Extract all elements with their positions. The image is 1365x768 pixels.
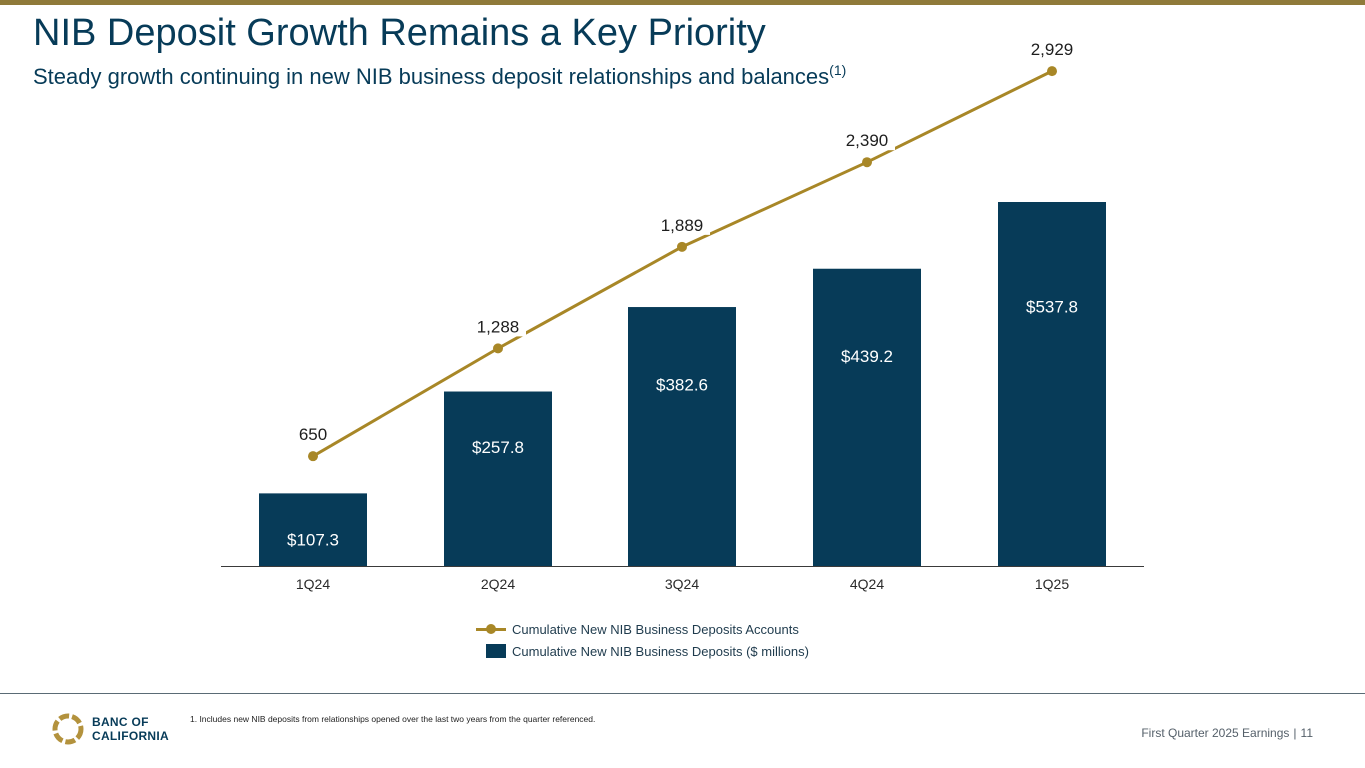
x-tick-label: 3Q24 [665, 576, 699, 592]
subtitle-text: Steady growth continuing in new NIB busi… [33, 64, 830, 89]
line-label-bg [654, 215, 710, 235]
legend-item-accounts: Cumulative New NIB Business Deposits Acc… [476, 618, 809, 640]
bar-value-label: $107.3 [287, 531, 339, 550]
line-point-1Q24 [308, 451, 318, 462]
logo-line-1: BANC OF [92, 715, 149, 729]
line-label-bg [295, 425, 331, 445]
x-tick-label: 1Q24 [296, 576, 330, 592]
footer-separator: | [1293, 726, 1297, 740]
line-point-3Q24 [677, 241, 687, 252]
page-number: 11 [1300, 726, 1313, 740]
legend-item-deposits: Cumulative New NIB Business Deposits ($ … [476, 640, 809, 662]
x-tick-label: 1Q25 [1035, 576, 1069, 592]
line-point-1Q25 [1047, 66, 1057, 77]
bar-2Q24 [444, 391, 552, 566]
top-accent-bar [0, 0, 1365, 5]
footnote-ref: (1) [829, 62, 847, 78]
line-point-4Q24 [862, 157, 872, 168]
legend-label-deposits: Cumulative New NIB Business Deposits ($ … [512, 643, 809, 659]
line-value-label: 1,288 [477, 317, 520, 336]
company-logo: BANC OF CALIFORNIA [52, 712, 169, 746]
bar-value-label: $257.8 [472, 438, 524, 457]
bar-1Q25 [998, 202, 1106, 566]
x-tick-label: 2Q24 [481, 576, 515, 592]
line-value-label: 2,390 [846, 131, 889, 150]
line-label-bg [839, 131, 895, 151]
line-value-label: 1,889 [661, 216, 704, 235]
line-value-label: 2,929 [1031, 40, 1074, 59]
bar-swatch-icon [486, 644, 506, 658]
page-subtitle: Steady growth continuing in new NIB busi… [33, 62, 847, 90]
x-tick-label: 4Q24 [850, 576, 884, 592]
line-label-bg [1024, 40, 1080, 60]
line-value-label: 650 [299, 425, 327, 444]
bar-1Q24 [259, 493, 367, 566]
bar-value-label: $439.2 [841, 347, 893, 366]
bar-3Q24 [628, 307, 736, 566]
chart-legend: Cumulative New NIB Business Deposits Acc… [476, 618, 809, 662]
page-title: NIB Deposit Growth Remains a Key Priorit… [33, 12, 766, 54]
bar-value-label: $382.6 [656, 375, 708, 394]
logo-line-2: CALIFORNIA [92, 729, 169, 743]
line-point-2Q24 [493, 343, 503, 354]
bar-value-label: $537.8 [1026, 298, 1078, 317]
footnote: 1. Includes new NIB deposits from relati… [190, 714, 596, 724]
line-label-bg [470, 317, 526, 337]
footer-report-info: First Quarter 2025 Earnings | 11 [1141, 726, 1313, 740]
logo-wordmark: BANC OF CALIFORNIA [92, 715, 169, 743]
footer-divider [0, 693, 1365, 694]
bar-4Q24 [813, 268, 921, 566]
line-marker-icon [476, 620, 506, 638]
legend-label-accounts: Cumulative New NIB Business Deposits Acc… [512, 621, 799, 637]
report-name: First Quarter 2025 Earnings [1141, 726, 1290, 740]
banc-of-california-logo-icon [52, 713, 84, 745]
